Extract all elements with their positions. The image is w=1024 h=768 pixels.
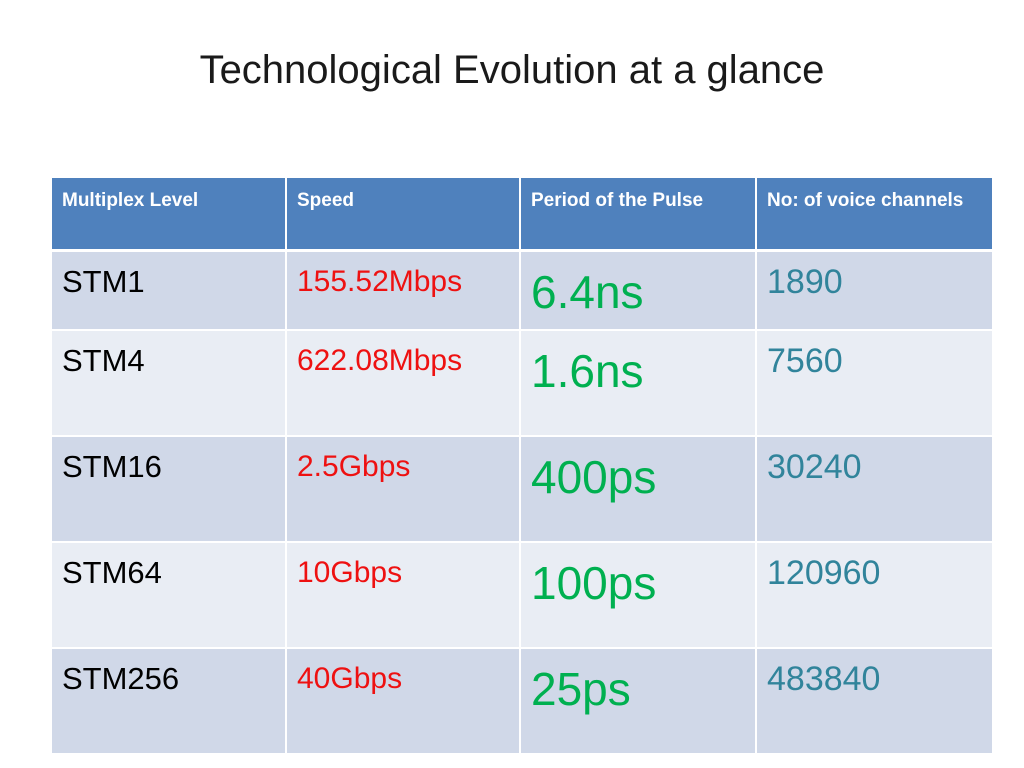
cell-channels: 30240 xyxy=(756,436,992,543)
table-row: STM256 40Gbps 25ps 483840 xyxy=(52,648,992,755)
cell-level: STM64 xyxy=(52,542,287,649)
cell-period: 6.4ns xyxy=(520,250,757,331)
cell-channels: 7560 xyxy=(756,330,992,437)
cell-speed: 2.5Gbps xyxy=(286,436,521,543)
cell-speed: 155.52Mbps xyxy=(286,250,521,331)
slide-title: Technological Evolution at a glance xyxy=(199,48,825,92)
cell-level: STM4 xyxy=(52,330,287,437)
table-row: STM1 155.52Mbps 6.4ns 1890 xyxy=(52,250,992,331)
header-multiplex-level: Multiplex Level xyxy=(52,178,287,252)
cell-period: 1.6ns xyxy=(520,330,757,437)
cell-speed: 622.08Mbps xyxy=(286,330,521,437)
evolution-table: Multiplex Level Speed Period of the Puls… xyxy=(52,178,992,755)
cell-period: 400ps xyxy=(520,436,757,543)
cell-level: STM256 xyxy=(52,648,287,755)
table-row: STM16 2.5Gbps 400ps 30240 xyxy=(52,436,992,543)
cell-channels: 1890 xyxy=(756,250,992,331)
cell-period: 100ps xyxy=(520,542,757,649)
cell-channels: 120960 xyxy=(756,542,992,649)
cell-level: STM1 xyxy=(52,250,287,331)
header-period-of-pulse: Period of the Pulse xyxy=(520,178,757,252)
table-row: STM4 622.08Mbps 1.6ns 7560 xyxy=(52,330,992,437)
header-speed: Speed xyxy=(286,178,521,252)
cell-level: STM16 xyxy=(52,436,287,543)
table-header-row: Multiplex Level Speed Period of the Puls… xyxy=(52,178,992,252)
header-voice-channels: No: of voice channels xyxy=(756,178,992,252)
cell-channels: 483840 xyxy=(756,648,992,755)
cell-period: 25ps xyxy=(520,648,757,755)
cell-speed: 40Gbps xyxy=(286,648,521,755)
cell-speed: 10Gbps xyxy=(286,542,521,649)
table-row: STM64 10Gbps 100ps 120960 xyxy=(52,542,992,649)
